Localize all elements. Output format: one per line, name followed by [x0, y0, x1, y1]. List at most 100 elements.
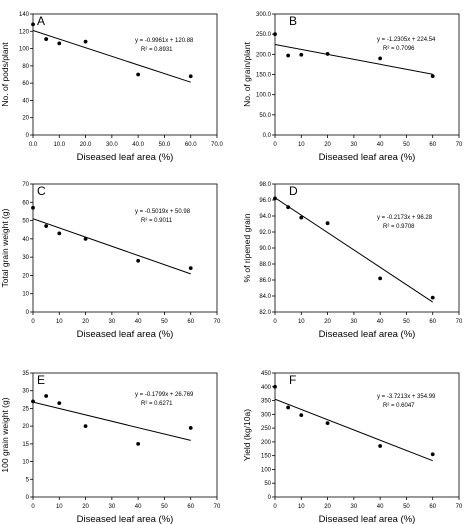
trend-equation: y = -0.5019x + 50.98 — [135, 209, 191, 215]
data-point — [286, 53, 291, 58]
data-point — [273, 196, 277, 201]
data-point — [299, 413, 304, 418]
trend-line — [33, 218, 191, 275]
y-tick-label: 300 — [261, 412, 272, 418]
x-tick-label: 40 — [377, 319, 384, 325]
y-tick-label: 200 — [261, 440, 272, 446]
x-tick-label: 0 — [273, 142, 277, 148]
data-point — [273, 32, 277, 37]
x-tick-label: 50 — [403, 319, 410, 325]
y-tick-label: 450 — [261, 371, 272, 377]
x-tick-label: 0.0 — [29, 142, 38, 148]
chart-panel-e: 0 10 20 30 40 50 60 70 0 5 10 15 20 25 30 35 Diseased le… — [0, 371, 221, 524]
r-squared-label: R² = 0.9011 — [141, 218, 173, 224]
x-tick-label: 50 — [161, 504, 168, 510]
y-tick-label: 60 — [22, 200, 29, 206]
data-point — [188, 426, 193, 430]
data-point — [136, 441, 141, 446]
y-tick-label: 92.0 — [259, 230, 271, 236]
x-tick-label: 30 — [351, 319, 358, 325]
y-tick-label: 140 — [19, 12, 30, 18]
x-tick-label: 20 — [324, 504, 331, 510]
y-tick-label: 35 — [22, 371, 29, 377]
data-point — [188, 266, 193, 271]
data-point — [44, 394, 49, 398]
data-point — [299, 52, 304, 57]
data-point — [378, 444, 383, 448]
y-axis-label: 100 grain weight (g) — [0, 397, 10, 472]
x-tick-label: 70.0 — [211, 142, 223, 148]
data-point — [83, 424, 88, 429]
data-point — [136, 72, 141, 77]
trend-line — [275, 197, 433, 303]
x-tick-label: 20 — [324, 319, 331, 325]
x-tick-label: 30 — [351, 142, 358, 148]
data-point — [57, 231, 62, 236]
data-point — [31, 22, 35, 27]
x-tick-label: 30.0 — [106, 142, 118, 148]
data-point — [286, 405, 291, 410]
y-tick-label: 80 — [22, 64, 29, 70]
trend-line — [33, 30, 191, 83]
y-axis-label: No. of pods/plant — [0, 42, 10, 107]
y-tick-label: 0 — [26, 495, 30, 501]
chart-panel-f: 0 10 20 30 40 50 60 70 0 50 100 150 200 250 300 350 400 4… — [242, 371, 463, 524]
y-tick-label: 0.0 — [263, 133, 272, 139]
plot-frame — [32, 183, 218, 313]
x-tick-label: 40 — [135, 504, 142, 510]
x-tick-label: 0 — [31, 504, 35, 510]
data-point — [378, 56, 383, 61]
y-tick-label: 70 — [22, 182, 29, 188]
y-tick-label: 150 — [261, 454, 272, 460]
data-point — [325, 52, 330, 56]
x-tick-label: 10 — [56, 504, 63, 510]
x-tick-label: 40 — [135, 319, 142, 325]
x-tick-label: 60 — [429, 142, 436, 148]
y-tick-label: 86.0 — [259, 278, 271, 284]
data-point — [188, 74, 193, 79]
x-tick-label: 10 — [56, 319, 63, 325]
y-tick-label: 96.0 — [259, 198, 271, 204]
y-tick-label: 100.0 — [256, 93, 272, 99]
panel-label: B — [289, 14, 297, 28]
panel-label: F — [289, 373, 296, 387]
data-point — [44, 37, 49, 41]
x-tick-label: 20.0 — [80, 142, 92, 148]
r-squared-label: R² = 0.6047 — [383, 403, 415, 409]
x-tick-label: 40 — [377, 504, 384, 510]
x-axis-label: Diseased leaf area (%) — [77, 152, 174, 163]
y-tick-label: 50.0 — [259, 113, 271, 119]
y-tick-label: 100 — [261, 467, 272, 473]
y-tick-label: 40 — [22, 98, 29, 104]
y-tick-label: 84.0 — [259, 294, 271, 300]
y-tick-label: 30 — [22, 255, 29, 261]
chart-panel-a: 0.0 10.0 20.0 30.0 40.0 50.0 60.0 70.0 0 20 40 60 80… — [0, 12, 223, 163]
y-tick-label: 250 — [261, 426, 272, 432]
x-tick-label: 30 — [351, 504, 358, 510]
y-tick-label: 94.0 — [259, 214, 271, 220]
x-tick-label: 60 — [429, 319, 436, 325]
x-tick-label: 60.0 — [185, 142, 197, 148]
x-axis-label: Diseased leaf area (%) — [77, 514, 174, 524]
x-tick-label: 20 — [82, 319, 89, 325]
x-tick-label: 20 — [324, 142, 331, 148]
panel-label: C — [37, 184, 46, 198]
y-tick-label: 20 — [22, 273, 29, 279]
x-tick-label: 40.0 — [132, 142, 144, 148]
x-tick-label: 30 — [109, 504, 116, 510]
plot-frame — [32, 372, 218, 498]
y-tick-label: 90.0 — [259, 246, 271, 252]
y-tick-label: 300.0 — [256, 12, 272, 18]
r-squared-label: R² = 0.8931 — [141, 47, 173, 53]
y-tick-label: 20 — [22, 116, 29, 122]
x-tick-label: 10.0 — [53, 142, 65, 148]
trend-equation: y = -0.9961x + 120.88 — [135, 38, 194, 44]
y-tick-label: 400 — [261, 385, 272, 391]
r-squared-label: R² = 0.6271 — [141, 401, 173, 407]
trend-equation: y = -3.7213x + 354.99 — [377, 394, 436, 400]
plot-frame — [274, 372, 460, 498]
y-tick-label: 10 — [22, 460, 29, 466]
y-tick-label: 0 — [268, 495, 272, 501]
y-tick-label: 15 — [22, 442, 29, 448]
x-tick-label: 70 — [456, 319, 463, 325]
